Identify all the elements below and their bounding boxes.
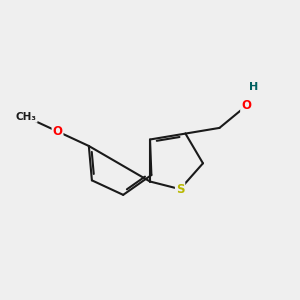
- Text: O: O: [241, 100, 251, 112]
- Text: O: O: [52, 125, 62, 138]
- Text: H: H: [249, 82, 258, 92]
- Text: S: S: [176, 183, 184, 196]
- Text: CH₃: CH₃: [16, 112, 37, 122]
